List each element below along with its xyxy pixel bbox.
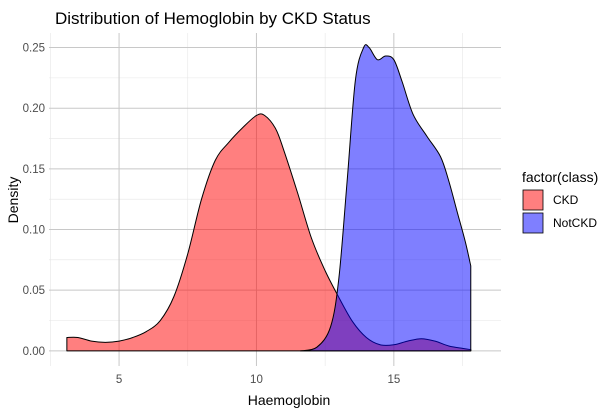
y-tick-label: 0.00: [23, 346, 45, 358]
density-areas: [66, 44, 472, 352]
y-tick-label: 0.10: [23, 225, 45, 237]
x-axis-title: Haemoglobin: [248, 392, 331, 408]
y-axis-ticks: 0.00 0.05 0.10 0.15 0.20 0.25: [23, 43, 45, 358]
x-axis-ticks: 5 10 15: [116, 374, 400, 386]
legend-key-notckd: [522, 212, 544, 234]
y-tick-label: 0.25: [23, 43, 45, 55]
x-tick-label: 15: [387, 374, 400, 386]
legend-label-notckd: NotCKD: [553, 216, 597, 230]
x-tick-label: 10: [250, 374, 263, 386]
legend-key-ckd: [522, 189, 544, 211]
chart-title: Distribution of Hemoglobin by CKD Status: [55, 9, 371, 28]
y-tick-label: 0.05: [23, 285, 45, 297]
y-axis-title: Density: [5, 177, 21, 224]
y-tick-label: 0.15: [23, 164, 45, 176]
x-tick-label: 5: [116, 374, 122, 386]
legend-label-ckd: CKD: [553, 193, 579, 207]
legend-title: factor(class): [522, 169, 598, 185]
y-tick-label: 0.20: [23, 103, 45, 115]
legend: factor(class) CKD NotCKD: [522, 169, 598, 234]
density-area-notckd: [299, 44, 472, 352]
legend-items: CKD NotCKD: [522, 189, 597, 234]
